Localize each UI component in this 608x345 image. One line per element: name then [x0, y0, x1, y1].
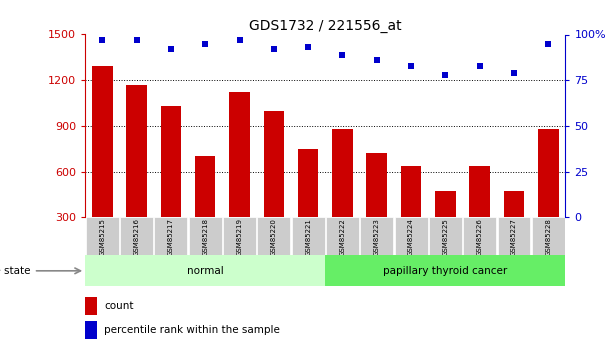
Bar [298, 149, 319, 217]
Text: GSM85226: GSM85226 [477, 218, 483, 256]
Text: GSM85228: GSM85228 [545, 218, 551, 256]
FancyBboxPatch shape [326, 217, 359, 255]
FancyBboxPatch shape [532, 217, 565, 255]
FancyBboxPatch shape [361, 217, 393, 255]
Text: GSM85224: GSM85224 [408, 218, 414, 256]
Point [166, 46, 176, 52]
FancyBboxPatch shape [120, 217, 153, 255]
FancyBboxPatch shape [497, 217, 530, 255]
Bar [126, 85, 147, 217]
Text: count: count [105, 301, 134, 311]
Text: disease state: disease state [0, 266, 30, 276]
Point [269, 46, 278, 52]
Bar [401, 166, 421, 217]
Text: GSM85221: GSM85221 [305, 218, 311, 256]
Point [337, 52, 347, 57]
Text: GSM85217: GSM85217 [168, 218, 174, 256]
FancyBboxPatch shape [223, 217, 256, 255]
FancyBboxPatch shape [292, 217, 325, 255]
Text: papillary thyroid cancer: papillary thyroid cancer [383, 266, 508, 276]
Text: GSM85219: GSM85219 [237, 218, 243, 256]
Text: GSM85215: GSM85215 [99, 218, 105, 256]
Bar [469, 166, 490, 217]
Text: GSM85222: GSM85222 [339, 218, 345, 256]
Bar [538, 129, 559, 217]
Point [303, 45, 313, 50]
FancyBboxPatch shape [429, 217, 462, 255]
FancyBboxPatch shape [85, 255, 325, 286]
Bar [332, 129, 353, 217]
Text: GSM85223: GSM85223 [374, 218, 380, 256]
Bar [92, 67, 112, 217]
FancyBboxPatch shape [188, 217, 222, 255]
Bar [161, 106, 181, 217]
Bar [263, 111, 284, 217]
FancyBboxPatch shape [86, 217, 119, 255]
Text: percentile rank within the sample: percentile rank within the sample [105, 325, 280, 335]
Bar [435, 191, 455, 217]
Bar [229, 92, 250, 217]
Text: normal: normal [187, 266, 224, 276]
Bar [85, 297, 97, 315]
Point [509, 70, 519, 76]
FancyBboxPatch shape [395, 217, 427, 255]
Point [132, 37, 142, 43]
Point [235, 37, 244, 43]
Text: GSM85227: GSM85227 [511, 218, 517, 256]
Point [201, 41, 210, 46]
Bar [195, 156, 215, 217]
FancyBboxPatch shape [325, 255, 565, 286]
Title: GDS1732 / 221556_at: GDS1732 / 221556_at [249, 19, 402, 33]
Point [544, 41, 553, 46]
Text: GSM85225: GSM85225 [443, 218, 448, 256]
Bar [85, 321, 97, 339]
Text: GSM85218: GSM85218 [202, 218, 208, 256]
Point [440, 72, 450, 78]
Text: GSM85220: GSM85220 [271, 218, 277, 256]
Point [97, 37, 107, 43]
Point [372, 57, 382, 63]
FancyBboxPatch shape [154, 217, 187, 255]
FancyBboxPatch shape [257, 217, 290, 255]
FancyBboxPatch shape [463, 217, 496, 255]
Point [475, 63, 485, 68]
Point [406, 63, 416, 68]
Bar [503, 191, 524, 217]
Text: GSM85216: GSM85216 [134, 218, 140, 256]
Bar [367, 153, 387, 217]
